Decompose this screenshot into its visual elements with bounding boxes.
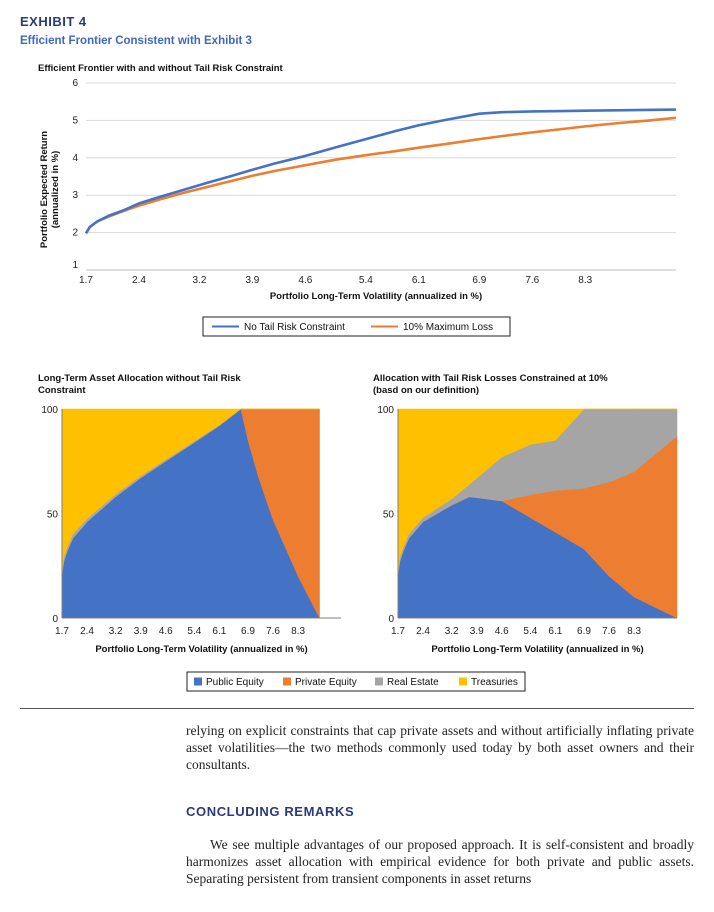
left-x-tick-label: 8.3: [291, 626, 305, 637]
right-x-tick-label: 6.9: [577, 626, 591, 637]
section-heading: CONCLUDING REMARKS: [186, 804, 355, 819]
legend-label: Real Estate: [387, 677, 439, 688]
right-x-tick-label: 5.4: [523, 626, 537, 637]
y-axis-label-line1: Portfolio Expected Return: [39, 131, 50, 248]
frontier-legend: No Tail Risk Constraint 10% Maximum Loss: [202, 316, 511, 337]
left-x-tick-label: 2.4: [80, 626, 94, 637]
frontier-chart-title: Efficient Frontier with and without Tail…: [38, 63, 283, 74]
right-x-tick-label: 8.3: [627, 626, 641, 637]
y-tick-label: 5: [72, 115, 78, 126]
legend-box: [202, 316, 511, 337]
allocation-legend: Public Equity Private Equity Real Estate Tr…: [186, 671, 526, 692]
x-tick-label: 6.1: [412, 275, 426, 286]
right-x-tick-label: 3.2: [445, 626, 459, 637]
right-y-tick-label: 50: [383, 510, 395, 521]
body-paragraph-1: relying on explicit constraints that cap…: [186, 723, 694, 772]
y-tick-label: 2: [72, 228, 78, 239]
x-tick-label: 7.6: [525, 275, 539, 286]
left-y-tick-label: 50: [47, 510, 59, 521]
section-divider: [20, 708, 694, 709]
exhibit-label: EXHIBIT 4: [20, 14, 87, 29]
body-paragraph-2: We see multiple advantages of our propos…: [186, 837, 694, 886]
legend-label: Public Equity: [206, 677, 264, 688]
right-y-tick-label: 0: [388, 614, 394, 625]
x-tick-label: 1.7: [79, 275, 93, 286]
right-x-tick-label: 6.1: [548, 626, 562, 637]
right-x-tick-label: 4.6: [495, 626, 509, 637]
x-tick-label: 3.9: [245, 275, 259, 286]
x-tick-label: 8.3: [578, 275, 592, 286]
right-area-treasuries: [397, 408, 677, 573]
left-x-tick-label: 5.4: [187, 626, 201, 637]
left-y-tick-label: 100: [41, 405, 58, 416]
legend-label: Treasuries: [471, 677, 518, 688]
right-y-tick-label: 100: [377, 405, 394, 416]
y-tick-label: 3: [72, 190, 78, 201]
right-x-tick-label: 3.9: [470, 626, 484, 637]
legend-swatch: [459, 677, 467, 686]
y-axis-label: Portfolio Expected Return (annualized in …: [39, 131, 61, 248]
right-x-axis-label: Portfolio Long-Term Volatility (annualiz…: [431, 644, 643, 655]
right-x-tick-label: 7.6: [602, 626, 616, 637]
left-x-tick-label: 3.2: [109, 626, 123, 637]
frontier-chart: 1 2 3 4 5 6 1.7 2.4 3.2 3.9 4.6 5.4 6.1 6.9 7.6 8.3 Port…: [39, 78, 677, 337]
y-tick-label: 6: [72, 78, 78, 89]
left-x-tick-label: 6.9: [241, 626, 255, 637]
left-x-axis-label: Portfolio Long-Term Volatility (annualiz…: [95, 644, 307, 655]
right-x-tick-label: 2.4: [416, 626, 430, 637]
left-x-tick-label: 6.1: [212, 626, 226, 637]
left-x-tick-label: 1.7: [55, 626, 69, 637]
x-tick-label: 2.4: [132, 275, 146, 286]
legend-swatch: [375, 677, 383, 686]
y-axis-label-line2: (annualized in %): [50, 151, 61, 229]
x-tick-label: 5.4: [359, 275, 373, 286]
allocation-no-constraint-title: Long-Term Asset Allocation without Tail …: [38, 373, 241, 396]
left-area-treasuries: [61, 408, 320, 573]
x-tick-label: 3.2: [193, 275, 207, 286]
x-tick-label: 4.6: [298, 275, 312, 286]
allocation-constrained-title: Allocation with Tail Risk Losses Constra…: [373, 373, 608, 396]
x-tick-label: 6.9: [472, 275, 486, 286]
legend-swatch: [283, 677, 291, 686]
legend-label: Private Equity: [295, 677, 357, 688]
legend-label: No Tail Risk Constraint: [244, 322, 345, 333]
left-x-tick-label: 3.9: [134, 626, 148, 637]
allocation-charts: 0 50 100 1.7 2.4 3.2 3.9 4.6 5.4 6.1 6.9 7.6 8.3 Port…: [41, 405, 678, 692]
x-axis-label: Portfolio Long-Term Volatility (annualiz…: [270, 291, 482, 302]
y-tick-label: 1: [72, 260, 78, 271]
left-y-tick-label: 0: [52, 614, 58, 625]
legend-label: 10% Maximum Loss: [403, 322, 493, 333]
legend-box: [186, 671, 526, 692]
left-x-tick-label: 7.6: [266, 626, 280, 637]
legend-swatch: [194, 677, 202, 686]
series-line-no-constraint: [84, 108, 677, 235]
left-x-tick-label: 4.6: [159, 626, 173, 637]
exhibit-title: Efficient Frontier Consistent with Exhib…: [20, 35, 252, 47]
right-x-tick-label: 1.7: [391, 626, 405, 637]
y-tick-label: 4: [72, 153, 78, 164]
